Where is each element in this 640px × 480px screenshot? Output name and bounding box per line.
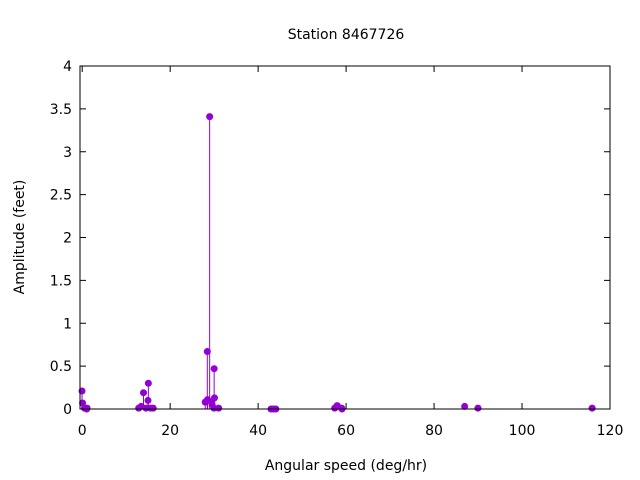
data-point [144,379,152,387]
data-point [215,404,223,412]
y-tick-label: 2 [63,231,72,247]
plot-border [79,65,611,410]
x-tick-label: 60 [337,423,355,439]
x-tick-label: 100 [509,423,536,439]
chart-title: Station 8467726 [288,27,405,43]
y-axis-label: Amplitude (feet) [12,180,28,295]
y-tick-label: 1 [63,316,72,332]
y-tick-label: 1.5 [50,273,72,289]
plot-area: 0 20 40 60 80 100 120 0 0.5 1 1.5 2 2.5 3 3.5 4 [50,59,624,439]
x-tick-label: 20 [161,423,179,439]
x-tick-label: 120 [597,423,624,439]
x-tick-label: 0 [78,423,87,439]
data-point [203,348,211,356]
y-tick-label: 3.5 [50,102,72,118]
data-point [211,394,219,402]
data-point [588,404,596,412]
data-point [83,404,91,412]
data-point [210,365,218,373]
data-point [461,402,469,410]
data-point [140,389,148,397]
x-tick-label: 80 [425,423,443,439]
y-tick-label: 3 [63,145,72,161]
x-axis-label: Angular speed (deg/hr) [265,458,427,474]
y-tick-label: 0 [63,402,72,418]
data-point [149,404,157,412]
data-point [474,404,482,412]
y-tick-label: 4 [63,59,72,75]
y-tick-label: 0.5 [50,359,72,375]
data-point [206,113,214,121]
x-tick-label: 40 [249,423,267,439]
y-tick-label: 2.5 [50,188,72,204]
